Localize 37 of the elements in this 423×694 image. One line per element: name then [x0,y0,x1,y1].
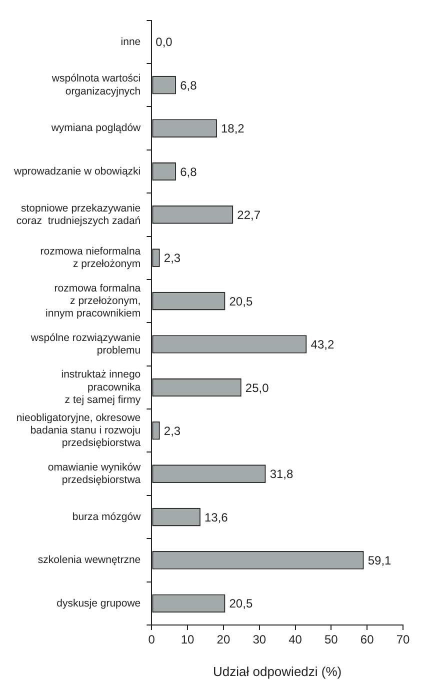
y-tick-label: burza mózgów [72,510,142,523]
x-tick-label: 20 [216,632,230,647]
y-tick-label: instruktaż innego pracownika z tej samej firmy [61,368,142,406]
data-label: 6,8 [180,164,198,179]
x-tick-label: 30 [252,632,266,647]
y-tick-label: omawianie wyników przedsiębiorstwa [48,461,142,486]
x-tick-label: 0 [148,632,156,647]
data-label: 18,2 [221,122,245,136]
y-tick-label: rozmowa formalna z przełożonym, innym pracownikiem [46,282,141,320]
data-label: 0,0 [156,35,173,50]
x-tick-label: 70 [396,632,410,647]
data-label: 43,2 [310,338,334,352]
data-label: 31,8 [270,467,294,482]
x-tick-label: 10 [180,632,195,647]
data-label: 13,6 [204,510,228,524]
y-tick-label: wymiana poglądów [50,122,142,134]
x-axis-title: Udział odpowiedzi (%) [213,664,342,679]
x-tick-label: 60 [360,632,374,647]
data-label: 20,5 [229,596,253,611]
data-label: 2,3 [164,424,181,438]
data-label: 25,0 [245,380,270,395]
data-label: 59,1 [368,554,392,568]
data-label: 20,5 [229,294,253,308]
x-tick-label: 50 [324,632,338,647]
y-tick-label: szkolenia wewnętrzne [38,554,141,566]
y-tick-label: nieobligatoryjne, okresowe badania stanu i rozwoju przedsiębiorstwa [16,412,141,450]
y-tick-label: wspólne rozwiązywanie problemu [30,332,141,356]
y-tick-label: inne [120,36,141,48]
y-tick-label: rozmowa nieformalna z przełożonym [40,245,141,270]
data-label: 22,7 [237,208,261,222]
y-tick-label: stopniowe przekazywanie coraz trudniejszych zadań [16,202,141,227]
y-tick-label: wprowadzanie w obowiązki [12,165,141,178]
data-label: 2,3 [164,251,181,266]
data-label: 6,8 [180,78,198,92]
x-tick-label: 40 [288,632,302,647]
y-tick-label: dyskusje grupowe [56,597,141,610]
y-tick-label: wspólnota wartości organizacyjnych [50,72,141,98]
